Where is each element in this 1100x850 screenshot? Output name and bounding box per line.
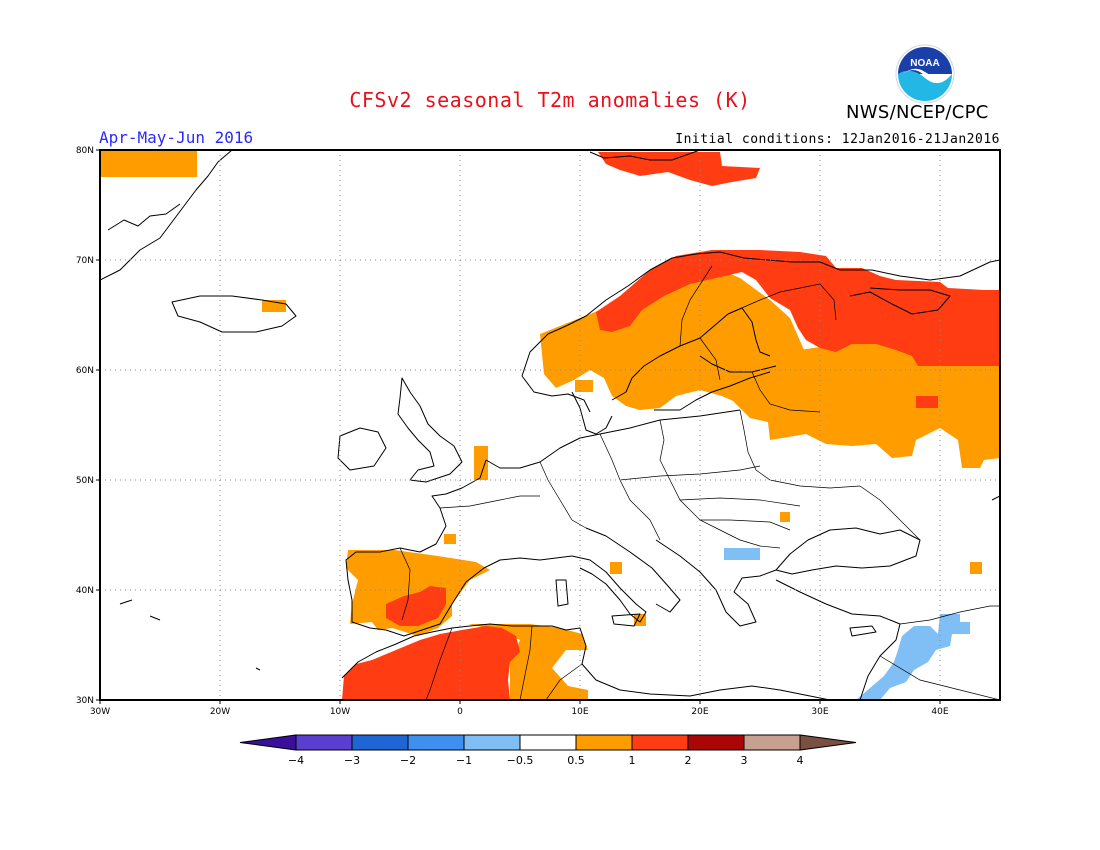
lon-label: 30W — [90, 707, 110, 717]
colorbar-label: 0.5 — [567, 754, 585, 767]
colorbar-label: −2 — [400, 754, 416, 767]
colorbar-label: 2 — [685, 754, 692, 767]
lon-label: 0 — [457, 707, 463, 717]
lat-label: 40N — [76, 586, 94, 596]
anomaly-shading-1-2 — [342, 152, 1000, 700]
colorbar-swatch — [463, 734, 521, 751]
noaa-logo-text: NOAA — [910, 58, 939, 69]
anomaly-shading-0.5-1 — [100, 150, 1000, 700]
latitude-labels: 30N 40N 50N 60N 70N 80N — [76, 146, 94, 706]
colorbar-label: −3 — [344, 754, 360, 767]
colorbar-swatch — [407, 734, 465, 751]
country-borders — [399, 265, 1000, 700]
colorbar-swatch — [295, 734, 353, 751]
noaa-logo-icon: NOAA — [895, 44, 955, 104]
axis-ticks — [96, 149, 941, 704]
lon-label: 30E — [811, 707, 828, 717]
lon-label: 10W — [330, 707, 350, 717]
longitude-labels: 30W 20W 10W 0 10E 20E 30E 40E — [90, 707, 949, 717]
colorbar-label: −0.5 — [507, 754, 534, 767]
colorbar-arrow-high — [799, 734, 857, 751]
lat-label: 60N — [76, 366, 94, 376]
colorbar-label: −4 — [288, 754, 304, 767]
initial-conditions: Initial conditions: 12Jan2016-21Jan2016 — [675, 132, 1000, 147]
lat-label: 80N — [76, 146, 94, 156]
colorbar-swatch — [351, 734, 409, 751]
map-title: CFSv2 seasonal T2m anomalies (K) — [349, 88, 751, 112]
agency-label: NWS/NCEP/CPC — [846, 102, 989, 123]
lon-label: 40E — [931, 707, 948, 717]
colorbar-label: −1 — [456, 754, 472, 767]
colorbar-swatch — [575, 734, 633, 751]
forecast-period: Apr-May-Jun 2016 — [99, 128, 254, 147]
colorbar-swatch — [687, 734, 745, 751]
lat-label: 30N — [76, 696, 94, 706]
lon-label: 20W — [210, 707, 230, 717]
colorbar-label: 4 — [797, 754, 804, 767]
anomaly-shading-neg-0.5-1 — [724, 548, 970, 700]
lat-label: 50N — [76, 476, 94, 486]
colorbar-swatch — [519, 734, 577, 751]
colorbar-label: 3 — [741, 754, 748, 767]
lon-label: 10E — [571, 707, 588, 717]
coastlines — [100, 150, 1000, 700]
colorbar-label: 1 — [629, 754, 636, 767]
map-gridlines — [100, 150, 1000, 700]
colorbar-swatch — [631, 734, 689, 751]
colorbar-arrow-low — [239, 734, 297, 751]
map-frame — [99, 149, 1001, 701]
colorbar-swatch — [743, 734, 801, 751]
lat-label: 70N — [76, 256, 94, 266]
lon-label: 20E — [691, 707, 708, 717]
